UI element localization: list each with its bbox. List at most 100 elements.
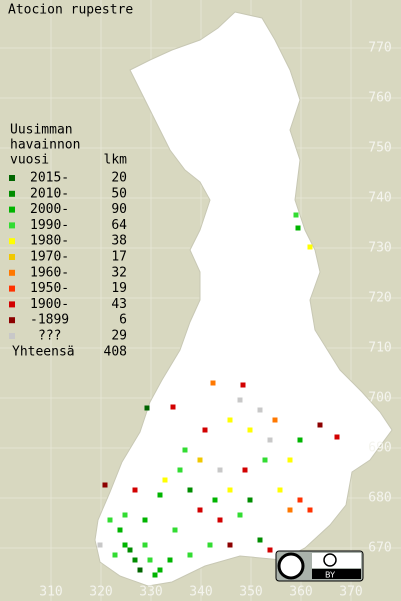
- legend-swatch: [9, 317, 15, 324]
- legend-swatch: [9, 285, 15, 292]
- x-tick-label: 330: [139, 585, 162, 600]
- observation: [122, 542, 128, 548]
- y-tick-label: 710: [368, 341, 391, 356]
- legend-count: 32: [111, 265, 127, 280]
- observation: [227, 487, 233, 493]
- observation: [277, 487, 283, 493]
- x-tick-label: 350: [239, 585, 262, 600]
- observation: [152, 572, 158, 578]
- badge-bottom: [312, 569, 361, 579]
- y-tick-label: 670: [368, 541, 391, 556]
- observation: [295, 225, 301, 231]
- observation: [227, 417, 233, 423]
- observation: [217, 517, 223, 523]
- legend: 2015- 20 2010- 50 2000- 90 1990- 64 1980- 38 1970-…: [9, 171, 127, 359]
- y-tick-label: 740: [368, 191, 391, 206]
- legend-count: 43: [111, 297, 127, 312]
- legend-count: 19: [111, 281, 127, 296]
- observation: [144, 405, 150, 411]
- observation: [287, 457, 293, 463]
- observation: [172, 527, 178, 533]
- legend-label: 1990-: [30, 218, 69, 233]
- observation: [237, 397, 243, 403]
- observation: [102, 482, 108, 488]
- observation: [107, 517, 113, 523]
- observation: [197, 507, 203, 513]
- observation: [157, 492, 163, 498]
- observation: [267, 437, 273, 443]
- legend-swatch: [9, 269, 15, 276]
- observation: [97, 542, 103, 548]
- y-tick-label: 760: [368, 91, 391, 106]
- legend-title: vuosi: [10, 153, 49, 168]
- observation: [157, 567, 163, 573]
- legend-swatch: [9, 254, 15, 260]
- observation: [202, 427, 208, 433]
- license-text: BY: [325, 571, 335, 580]
- observation: [127, 547, 133, 553]
- by-icon: [323, 553, 337, 567]
- observation: [247, 427, 253, 433]
- legend-label: 1970-: [30, 250, 69, 265]
- legend-swatch: [9, 333, 15, 339]
- observation: [207, 542, 213, 548]
- legend-label: 1980-: [30, 234, 69, 249]
- legend-label: 1900-: [30, 297, 69, 312]
- y-tick-label: 680: [368, 491, 391, 506]
- observation: [132, 557, 138, 563]
- observation: [237, 512, 243, 518]
- legend-count: 6: [119, 313, 127, 328]
- legend-swatch: [9, 206, 15, 213]
- observation: [137, 567, 143, 573]
- observation: [147, 557, 153, 563]
- y-tick-label: 690: [368, 441, 391, 456]
- observation: [170, 404, 176, 410]
- legend-swatch: [9, 190, 15, 197]
- legend-count: 90: [111, 202, 127, 217]
- observation: [132, 487, 138, 493]
- y-tick-label: 720: [368, 291, 391, 306]
- observation: [177, 467, 183, 473]
- observation: [182, 447, 188, 453]
- total-label: Yhteensä: [12, 344, 75, 359]
- y-tick-label: 770: [368, 41, 391, 56]
- legend-count: 38: [111, 234, 127, 249]
- observation: [240, 382, 246, 388]
- title: Atocion rupestre: [8, 3, 133, 18]
- x-tick-label: 320: [89, 585, 112, 600]
- count-header: lkm: [104, 153, 128, 168]
- observation: [210, 380, 216, 386]
- observation: [247, 497, 253, 503]
- legend-label: -1899: [30, 313, 69, 328]
- legend-label: 1960-: [30, 265, 69, 280]
- observation: [334, 434, 340, 440]
- y-tick-label: 750: [368, 141, 391, 156]
- observation: [167, 557, 173, 563]
- y-tick-label: 700: [368, 391, 391, 406]
- observation: [287, 507, 293, 513]
- x-tick-label: 340: [189, 585, 212, 600]
- legend-swatch: [9, 222, 15, 229]
- legend-swatch: [9, 238, 15, 245]
- x-tick-label: 310: [39, 585, 62, 600]
- observation: [142, 517, 148, 523]
- observations: [97, 212, 340, 578]
- observation: [297, 497, 303, 503]
- legend-title: Uusimman: [10, 123, 73, 138]
- legend-label: 1950-: [30, 281, 69, 296]
- observation: [117, 527, 123, 533]
- observation: [272, 417, 278, 423]
- legend-count: 29: [111, 329, 127, 344]
- legend-title: havainnon: [10, 138, 80, 153]
- observation: [262, 457, 268, 463]
- observation: [197, 457, 203, 463]
- observation: [267, 547, 273, 553]
- observation: [242, 467, 248, 473]
- observation: [293, 212, 299, 218]
- observation: [307, 507, 313, 513]
- observation: [112, 552, 118, 558]
- total-count: 408: [104, 344, 127, 359]
- legend-label: 2000-: [30, 202, 69, 217]
- legend-count: 20: [111, 171, 127, 186]
